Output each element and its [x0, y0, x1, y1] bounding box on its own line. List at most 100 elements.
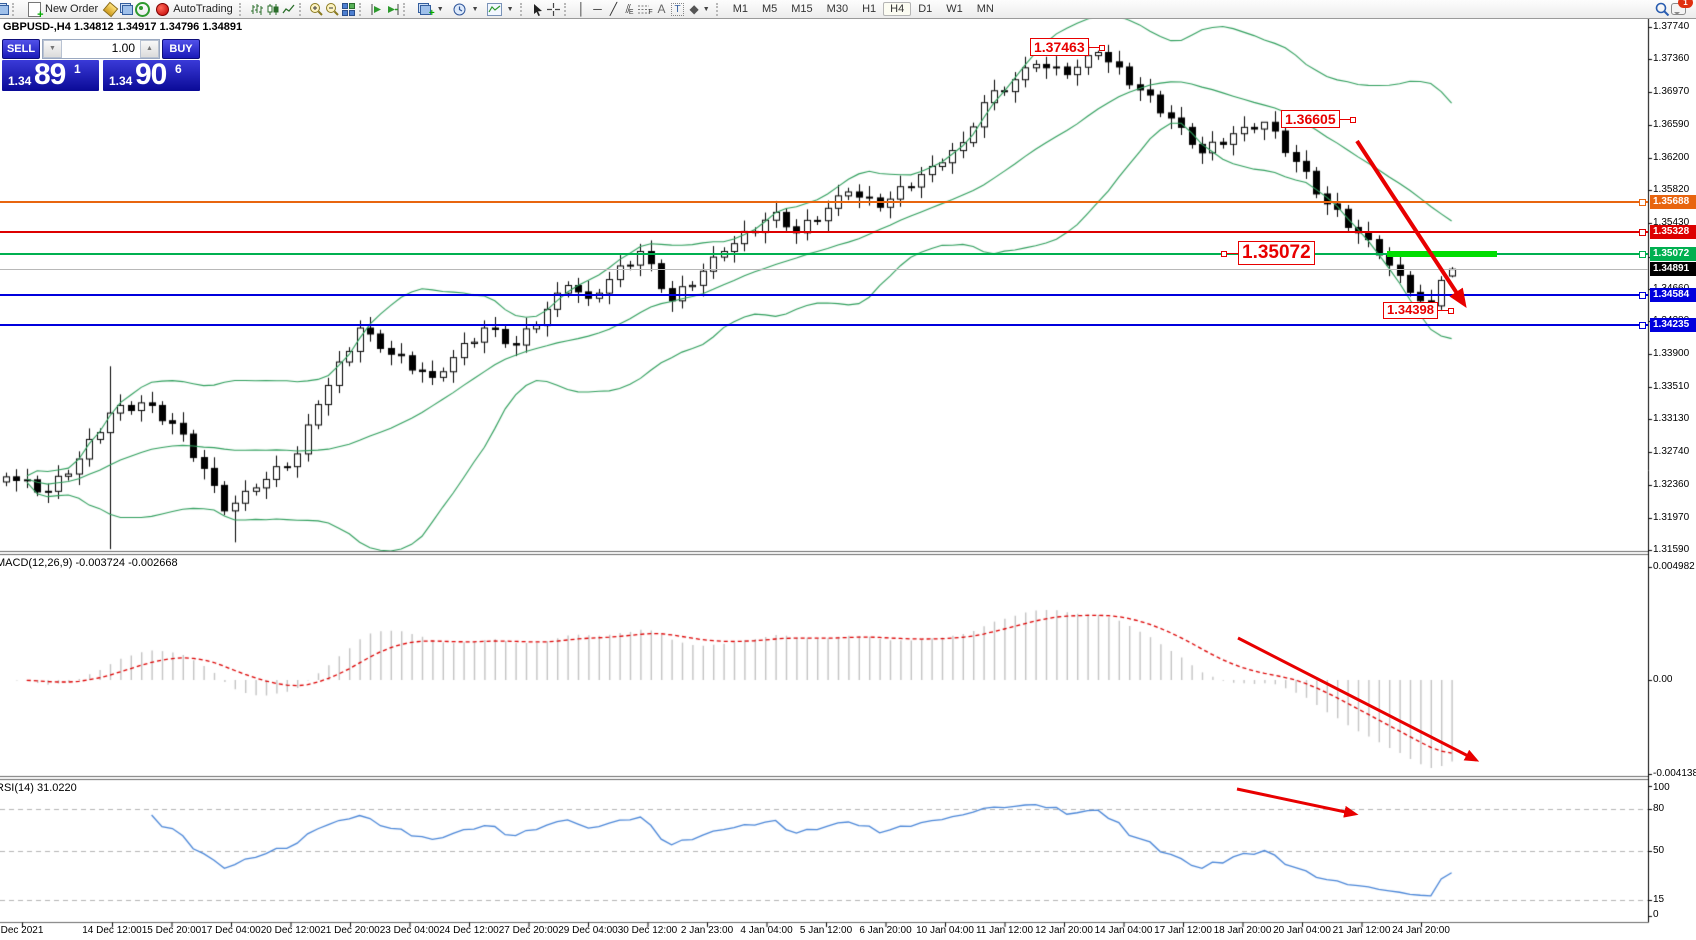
- timeframe-button-M5[interactable]: M5: [761, 3, 778, 15]
- level-price-badge-1.35328: 1.35328: [1650, 225, 1696, 239]
- notifications-chat-icon[interactable]: 1: [1670, 0, 1693, 17]
- styles-bucket-icon[interactable]: [102, 1, 118, 17]
- timeframe-button-W1[interactable]: W1: [946, 3, 963, 15]
- bid-price-badge: 1.34891: [1650, 262, 1696, 276]
- zoom-in-icon[interactable]: [309, 2, 325, 17]
- volume-value[interactable]: 1.00: [111, 41, 135, 55]
- price-tick-label: 1.36590: [1653, 119, 1690, 130]
- time-axis-label: 17 Dec 04:00: [201, 925, 261, 936]
- price-tick-label: 1.33510: [1653, 381, 1690, 392]
- ask-quote[interactable]: 1.34 90 6: [103, 58, 200, 91]
- indicators-dropdown[interactable]: ▼: [483, 1, 518, 18]
- price-callout-1.36605[interactable]: 1.36605: [1281, 110, 1356, 129]
- line-chart-mode-icon[interactable]: [281, 2, 297, 17]
- trendline-tool-icon[interactable]: ╱: [609, 2, 618, 16]
- new-order-label: New Order: [45, 3, 99, 15]
- bid-quote[interactable]: 1.34 89 1: [2, 58, 99, 91]
- timeframe-button-H4[interactable]: H4: [883, 2, 912, 16]
- candlestick-mode-icon[interactable]: [265, 2, 281, 17]
- toolbar-grip: [715, 2, 724, 16]
- buy-button[interactable]: BUY: [162, 39, 200, 59]
- zoom-out-icon[interactable]: [325, 2, 341, 17]
- price-callout-1.37463[interactable]: 1.37463: [1030, 38, 1105, 57]
- timeframe-button-H1[interactable]: H1: [862, 3, 877, 15]
- price-tick-label: 1.35430: [1653, 217, 1690, 228]
- horizontal-level-line-1.35688[interactable]: [0, 201, 1648, 203]
- toolbar-grip: [12, 2, 20, 16]
- window-chart-icon[interactable]: [0, 2, 10, 17]
- horizontal-level-line-1.35072[interactable]: [0, 253, 1648, 255]
- macd-scale-label: 0.00: [1653, 674, 1673, 685]
- price-tick-label: 1.37360: [1653, 53, 1690, 64]
- new-order-icon: +: [26, 1, 44, 20]
- level-line-handle[interactable]: [1639, 322, 1646, 329]
- horizontal-level-line-1.34235[interactable]: [0, 324, 1648, 326]
- macd-scale-label: -0.004138: [1653, 768, 1696, 779]
- price-callout-1.35072[interactable]: 1.35072: [1221, 241, 1315, 265]
- timeframe-button-M30[interactable]: M30: [826, 3, 849, 15]
- trade-panel-quotes: 1.34 89 1 1.34 90 6: [2, 58, 200, 91]
- rsi-scale-label: 100: [1653, 782, 1670, 793]
- level-line-handle[interactable]: [1639, 229, 1646, 236]
- data-window-icon[interactable]: [134, 1, 150, 17]
- fibonacci-tool-icon[interactable]: F: [638, 2, 654, 17]
- horizontal-level-line-1.34584[interactable]: [0, 294, 1648, 296]
- shapes-dropdown[interactable]: ◆ ▼: [686, 2, 714, 16]
- bid-price-prefix: 1.34: [8, 74, 32, 88]
- trade-panel-controls: SELL ▼ 1.00 ▲ BUY: [2, 39, 200, 59]
- time-axis-label: 14 Jan 04:00: [1094, 925, 1153, 936]
- time-axis-label: 10 Jan 04:00: [916, 925, 974, 936]
- toolbar: + New Order AutoTrading + ▼ ▼: [0, 0, 1696, 20]
- callout-anchor: [1098, 45, 1105, 52]
- timeframe-button-MN[interactable]: MN: [976, 3, 994, 15]
- bid-price-big: 89: [34, 58, 66, 91]
- price-tick-label: 1.32360: [1653, 479, 1690, 490]
- autotrading-button[interactable]: AutoTrading: [150, 1, 237, 18]
- search-icon[interactable]: [1654, 2, 1670, 17]
- level-price-badge-1.34584: 1.34584: [1650, 288, 1696, 302]
- timeframe-button-D1[interactable]: D1: [918, 3, 933, 15]
- volume-increase-button[interactable]: ▲: [140, 40, 159, 58]
- cursor-tool-icon[interactable]: [530, 2, 546, 17]
- ask-price-big: 90: [135, 58, 167, 91]
- strategy-test-step-icon[interactable]: [385, 2, 401, 17]
- level-line-handle[interactable]: [1639, 292, 1646, 299]
- level-price-badge-1.35072: 1.35072: [1650, 247, 1696, 261]
- volume-decrease-button[interactable]: ▼: [43, 40, 62, 58]
- time-axis-label: 2 Jan 23:00: [680, 925, 734, 936]
- period-clock-dropdown[interactable]: ▼: [448, 1, 483, 18]
- horizontal-level-line-1.35328[interactable]: [0, 231, 1648, 233]
- toolbar-grip: [519, 2, 528, 16]
- channel-tool-icon[interactable]: ⫽ E: [625, 2, 634, 16]
- timeframe-button-M1[interactable]: M1: [732, 3, 748, 15]
- bar-chart-mode-icon[interactable]: [249, 2, 265, 17]
- sell-button[interactable]: SELL: [2, 39, 40, 59]
- time-axis-label: 12 Jan 20:00: [1035, 925, 1093, 936]
- level-line-handle[interactable]: [1639, 199, 1646, 206]
- support-highlight-bar[interactable]: [1387, 251, 1497, 257]
- price-tick-label: 1.31590: [1653, 544, 1690, 555]
- bid-price-line: [0, 269, 1648, 270]
- text-tool-icon[interactable]: A: [657, 2, 666, 16]
- callout-connector: [1226, 252, 1238, 254]
- crosshair-tool-icon[interactable]: [546, 2, 562, 17]
- time-axis-label: 21 Jan 12:00: [1332, 925, 1391, 936]
- market-watch-icon[interactable]: [118, 2, 134, 17]
- tile-windows-icon[interactable]: [341, 2, 357, 17]
- horizontal-line-tool-icon[interactable]: ─: [593, 2, 602, 16]
- vertical-line-tool-icon[interactable]: │: [577, 2, 586, 16]
- bid-price-pipette: 1: [74, 62, 81, 76]
- indicators-icon: [487, 2, 503, 17]
- time-axis-label: 30 Dec 12:00: [617, 925, 678, 936]
- text-label-tool-icon[interactable]: T: [670, 2, 686, 17]
- level-line-handle[interactable]: [1639, 251, 1646, 258]
- price-callout-1.34398[interactable]: 1.34398: [1383, 302, 1454, 319]
- new-order-button[interactable]: + New Order: [22, 1, 102, 20]
- strategy-test-start-icon[interactable]: [369, 2, 385, 17]
- rsi-scale-label: 50: [1653, 845, 1665, 856]
- new-chart-dropdown[interactable]: + ▼: [413, 1, 448, 19]
- timeframe-button-M15[interactable]: M15: [791, 3, 813, 15]
- macd-indicator-label: MACD(12,26,9) -0.003724 -0.002668: [0, 557, 178, 569]
- toolbar-grip: [298, 2, 307, 16]
